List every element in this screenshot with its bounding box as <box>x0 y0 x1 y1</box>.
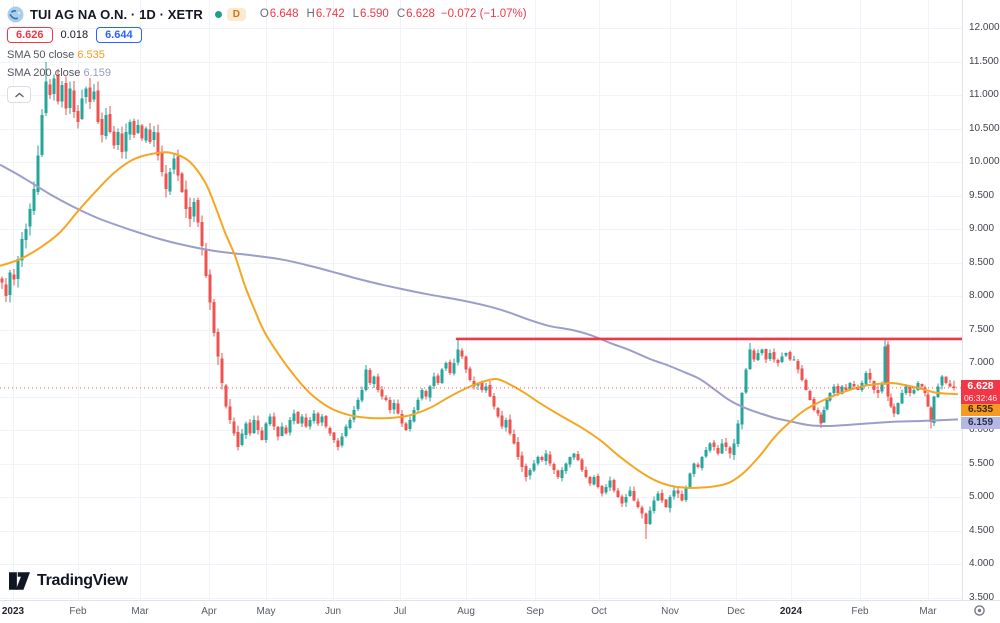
time-axis-label: Feb <box>69 606 87 617</box>
time-axis[interactable]: 2023 Feb Mar Apr May Jun Jul Aug Sep Oct Nov Dec 202… <box>0 600 1000 623</box>
price-axis-label: 8.500 <box>969 256 995 268</box>
chevron-up-icon <box>14 92 24 97</box>
sma50-price-tag: 6.535 <box>961 404 1000 416</box>
price-axis-label: 3.500 <box>969 591 995 603</box>
time-axis-label: Nov <box>661 606 679 617</box>
legend-panel: TUI AG NA O.N. · 1D · XETR D O6.648 H6.7… <box>7 5 527 103</box>
price-axis-label: 4.500 <box>969 524 995 536</box>
spread-value: 0.018 <box>60 29 89 41</box>
bid-button[interactable]: 6.626 <box>7 27 53 43</box>
time-axis-label: Mar <box>919 606 937 617</box>
settings-gear-icon[interactable] <box>973 604 986 622</box>
time-axis-label: Oct <box>591 606 607 617</box>
price-axis-label: 9.500 <box>969 189 995 201</box>
price-axis-label: 5.000 <box>969 491 995 503</box>
market-status-dot <box>214 10 222 18</box>
time-axis-label: Feb <box>851 606 869 617</box>
time-axis-label: 2023 <box>1 606 25 617</box>
time-axis-label: Dec <box>727 606 745 617</box>
price-axis-label: 9.000 <box>969 223 995 234</box>
price-axis-label: 12.000 <box>969 22 1000 33</box>
time-axis-label: Sep <box>526 606 544 617</box>
price-axis-label: 10.000 <box>969 156 1000 167</box>
time-axis-label: Jun <box>324 606 342 617</box>
price-axis-label: 11.000 <box>969 89 999 100</box>
price-axis[interactable]: 12.000 11.500 11.000 10.500 10.000 9.500 9.000… <box>962 0 1000 603</box>
symbol-row: TUI AG NA O.N. · 1D · XETR D O6.648 H6.7… <box>7 5 527 23</box>
collapse-legend-button[interactable] <box>7 86 31 103</box>
change-value: −0.072 (−1.07%) <box>440 8 527 20</box>
price-axis-label: 8.000 <box>969 290 995 301</box>
price-axis-label: 4.000 <box>969 558 995 570</box>
time-axis-label: Aug <box>457 606 475 617</box>
ask-button[interactable]: 6.644 <box>96 27 142 43</box>
symbol-logo-icon <box>7 5 24 23</box>
tradingview-logo[interactable]: TradingView <box>9 572 128 590</box>
price-axis-label: 7.500 <box>969 323 995 335</box>
bid-ask-row: 6.626 0.018 6.644 <box>7 27 527 43</box>
price-axis-label: 6.000 <box>969 424 995 436</box>
time-axis-label: May <box>256 606 276 617</box>
price-axis-label: 10.500 <box>969 122 1000 134</box>
last-price-tag: 6.628 06:32:46 <box>961 380 1000 404</box>
time-axis-label: Jul <box>393 606 407 617</box>
tradingview-logo-icon <box>9 572 30 590</box>
time-axis-label: Apr <box>201 606 217 617</box>
time-axis-label: 2024 <box>779 606 803 617</box>
sma200-price-tag: 6.159 <box>961 417 1000 429</box>
indicator-sma200[interactable]: SMA 200 close 6.159 <box>7 67 111 79</box>
bar-countdown: 06:32:46 <box>963 393 998 403</box>
indicator-sma50[interactable]: SMA 50 close 6.535 <box>7 49 105 61</box>
ohlc-values: O6.648 H6.742 L6.590 C6.628 <box>259 8 435 20</box>
symbol-title[interactable]: TUI AG NA O.N. · 1D · XETR <box>30 6 203 22</box>
delayed-data-badge[interactable]: D <box>226 7 246 21</box>
time-axis-label: Mar <box>131 606 149 617</box>
price-axis-label: 7.000 <box>969 357 995 368</box>
price-axis-label: 11.500 <box>969 55 999 67</box>
price-axis-label: 5.500 <box>969 457 995 469</box>
